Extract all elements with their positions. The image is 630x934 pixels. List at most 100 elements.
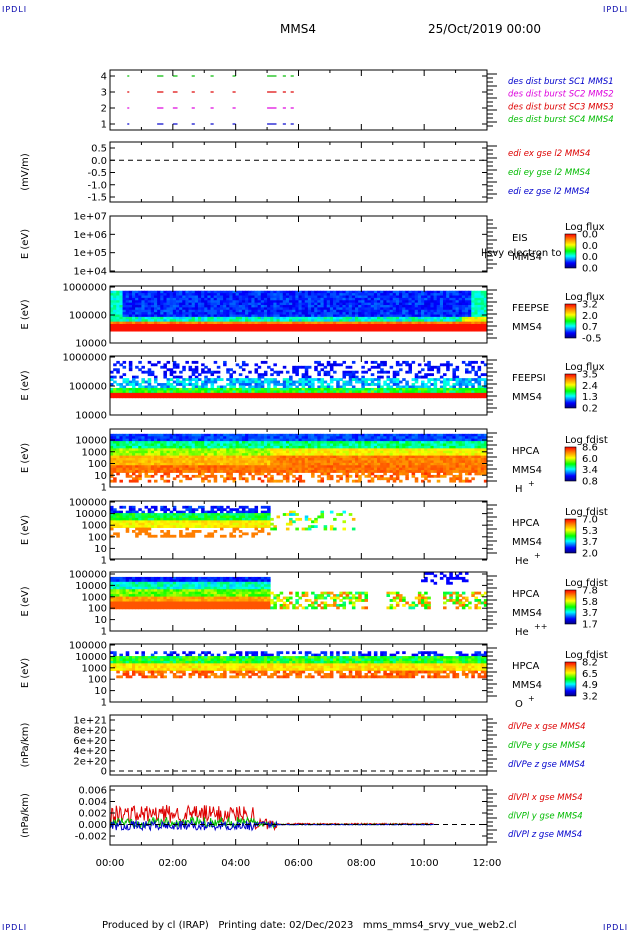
feepsi-cell [135,380,139,384]
feepse-cell [361,324,365,327]
feepse-cell [320,321,325,325]
hpca-h-cell [185,462,189,466]
hpca-h-cell [355,438,359,442]
feepse-cell [443,319,447,323]
hpca-h-cell [131,479,136,483]
hpca-h-cell [370,436,375,440]
hpca-h-cell [320,458,325,461]
feepse-cell [188,328,193,332]
feepsi-cell [304,392,309,396]
feepse-cell [417,321,422,325]
hpca-h-cell [358,477,362,481]
hpca-h-cell [351,448,356,452]
feepse-cell [301,319,306,323]
feepse-cell [204,302,208,306]
hpca-h-cell [238,438,243,442]
hpca-h-cell [317,462,321,466]
hpca-h-cell [377,455,381,459]
feepsi-cell [188,365,193,369]
feepse-cell [355,324,359,327]
hpca-h-cell [245,458,249,461]
hpca-h-cell [348,436,353,440]
hpca-h-cell [267,441,271,444]
feepse-cell [483,319,488,323]
feepse-cell [226,312,230,315]
feepsi-cell [241,390,246,394]
feepsi-cell [279,383,284,386]
feepsi-cell [392,383,397,386]
feepse-cell [119,297,123,301]
feepse-cell [135,321,139,325]
feepse-cell [282,293,287,296]
hpca-h-cell [417,458,422,461]
feepse-cell [348,316,353,320]
hpca-h-cell [125,474,130,478]
feepsi-cell [483,395,488,399]
feepse-cell [345,300,350,304]
feepse-cell [201,328,205,332]
feepse-cell [326,295,331,299]
feepse-cell [370,312,375,315]
feepsi-cell [182,387,186,391]
hpca-h-cell [216,448,221,452]
feepse-cell [364,309,369,313]
hpca-h-cell [201,443,205,447]
feepse-cell [257,326,262,330]
feepsi-cell [449,387,453,391]
hpca-h-cell [364,474,369,478]
feepse-cell [232,314,237,318]
feepse-cell [314,314,318,318]
feepsi-cell [329,375,334,379]
hpca-h-cell [333,450,337,454]
feepse-cell [251,300,255,304]
feepse-cell [279,307,284,311]
hpca-h-cell [301,479,306,483]
hpca-h-cell [427,462,431,466]
hpca-h-cell [241,458,246,461]
feepse-cell [424,293,428,296]
hpca-h-cell [367,455,372,459]
feepse-cell [119,307,123,311]
feepse-cell [339,314,343,318]
feepse-cell [279,324,284,327]
hpca-h-cell [188,460,193,464]
hpca-h-cell [389,470,394,473]
hpca-h-cell [197,467,202,471]
feepse-cell [326,316,331,320]
hpca-h-cell [263,443,268,447]
hpca-h-cell [370,472,375,476]
feepsi-cell [166,392,171,396]
hpca-h-cell [279,448,284,452]
feepsi-cell [424,363,428,367]
feepsi-cell [207,387,211,391]
feepsi-cell [395,390,400,394]
feepse-cell [241,328,246,332]
hpca-h-cell [377,460,381,464]
hpca-h-cell [348,445,353,449]
feepse-cell [461,316,466,320]
hpca-h-cell [383,477,387,481]
hpca-h-cell [219,448,224,452]
feepsi-cell [386,387,391,391]
feepse-cell [468,293,472,296]
feepse-cell [175,314,180,318]
hpca-h-cell [329,462,334,466]
hpca-h-cell [194,465,199,469]
feepse-cell [276,328,281,332]
feepsi-cell [370,390,375,394]
hpca-h-cell [185,455,189,459]
feepse-cell [144,307,149,311]
feepse-cell [194,307,199,311]
feepse-cell [455,326,460,330]
hpca-h-cell [128,460,133,464]
feepse-cell [138,314,142,318]
feepse-cell [414,290,419,294]
hpca-h-cell [150,450,155,454]
feepse-cell [355,328,359,332]
hpca-h-cell [373,443,378,447]
feepsi-cell [213,387,218,391]
feepsi-cell [260,395,265,399]
feepse-cell [345,305,350,308]
feepsi-cell [144,395,149,399]
feepsi-cell [122,378,127,381]
